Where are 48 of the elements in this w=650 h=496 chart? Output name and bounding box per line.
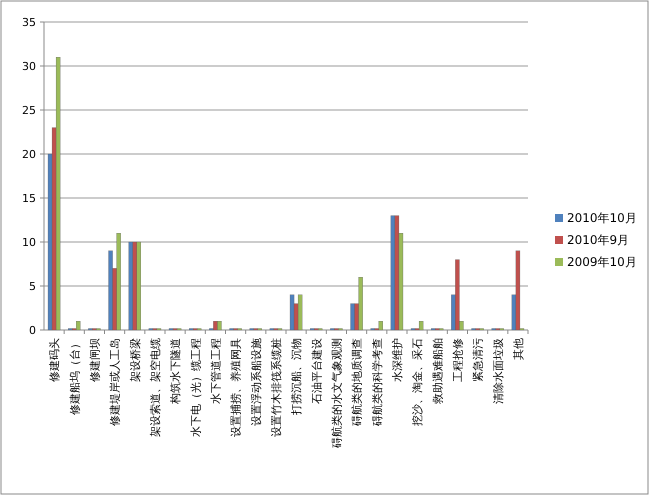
x-tick-label: 清除水面垃圾 bbox=[492, 338, 505, 404]
bar bbox=[455, 259, 460, 330]
x-tick-label: 修建船坞（台） bbox=[68, 338, 82, 415]
y-tick-label: 10 bbox=[22, 236, 36, 249]
x-tick-label: 修建码头 bbox=[48, 338, 62, 382]
x-tick-label: 救助遇难船舶 bbox=[431, 338, 444, 405]
x-tick-label: 水深维护 bbox=[390, 338, 404, 382]
x-tick-label: 架设索道、架空电缆 bbox=[148, 338, 162, 437]
y-tick-label: 20 bbox=[22, 148, 36, 161]
x-tick-label: 挖沙、淘金、采石 bbox=[411, 338, 424, 426]
x-tick-label: 打捞沉船、沉物 bbox=[290, 338, 304, 416]
legend-label: 2010年9月 bbox=[567, 233, 630, 247]
bar bbox=[394, 215, 400, 330]
x-tick-label: 碍航类的地质调查 bbox=[350, 338, 364, 427]
y-tick-label: 35 bbox=[22, 16, 36, 29]
x-tick-label: 修建闸坝 bbox=[88, 338, 102, 382]
bar bbox=[116, 233, 121, 330]
bar bbox=[358, 277, 363, 330]
x-tick-label: 水下电（光）缆工程 bbox=[189, 338, 202, 437]
bar bbox=[136, 242, 141, 330]
bar bbox=[350, 303, 355, 330]
bar bbox=[108, 250, 113, 330]
y-tick-label: 15 bbox=[22, 192, 36, 205]
x-tick-label: 设置浮动系船设施 bbox=[250, 338, 263, 426]
y-tick-label: 30 bbox=[22, 60, 36, 73]
x-tick-label: 碍航类的科学考查 bbox=[370, 338, 384, 427]
y-tick-label: 5 bbox=[29, 280, 36, 293]
bar bbox=[516, 250, 520, 330]
x-tick-label: 架设桥梁 bbox=[128, 338, 142, 382]
y-tick-label: 25 bbox=[22, 104, 36, 117]
x-tick-label: 设置竹木排筏系缆桩 bbox=[270, 338, 283, 437]
x-tick-label: 修建堤岸或人工岛 bbox=[108, 338, 122, 426]
x-tick-label: 工程抢修 bbox=[451, 338, 464, 382]
legend-label: 2009年10月 bbox=[567, 255, 637, 269]
bar bbox=[390, 215, 396, 330]
x-tick-label: 水下管道工程 bbox=[209, 338, 222, 404]
bar bbox=[290, 294, 294, 330]
y-tick-label: 0 bbox=[29, 324, 36, 337]
bar bbox=[132, 242, 137, 330]
x-tick-label: 石油平台建设 bbox=[310, 338, 324, 404]
x-tick-label: 碍航类的水文气象观测 bbox=[330, 338, 344, 449]
bar bbox=[128, 242, 133, 330]
bar bbox=[298, 294, 302, 330]
legend-label: 2010年10月 bbox=[567, 211, 637, 225]
x-tick-label: 紧急清污 bbox=[472, 338, 485, 382]
x-tick-label: 其他 bbox=[512, 338, 525, 360]
x-tick-label: 构筑水下隧道 bbox=[169, 338, 182, 405]
x-tick-label: 设置捕捞、养殖网具 bbox=[230, 338, 243, 437]
